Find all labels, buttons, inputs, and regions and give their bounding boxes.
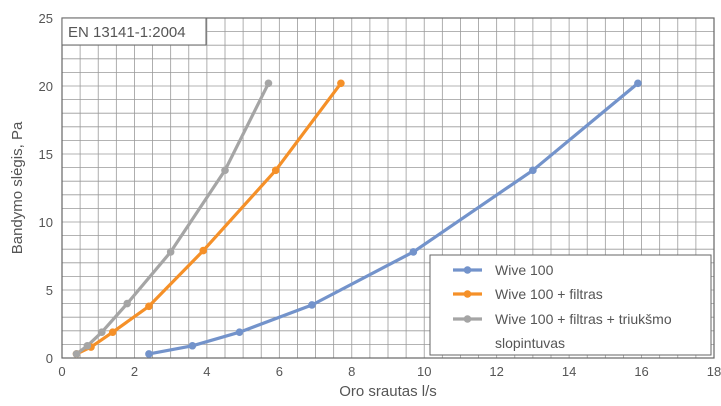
x-tick-label: 18 [707,364,721,379]
x-tick-label: 10 [417,364,431,379]
data-point [634,79,642,88]
data-point [199,246,208,255]
x-tick-label: 2 [131,364,138,379]
x-tick-label: 8 [348,364,355,379]
x-tick-label: 16 [634,364,648,379]
x-tick-label: 12 [489,364,503,379]
data-point [264,79,273,88]
legend-swatch-marker [463,290,472,298]
data-point [145,350,153,358]
data-point [123,299,131,308]
x-tick-label: 14 [562,364,576,379]
legend-swatch-marker [463,266,472,274]
legend-label: Wive 100 + filtras + triukšmo slopintuvas [495,311,672,351]
data-point [337,79,345,88]
y-tick-label: 0 [46,351,53,366]
data-point [529,166,537,175]
data-point [308,301,316,309]
data-point [221,166,229,175]
x-tick-label: 0 [58,364,65,379]
y-tick-label: 20 [39,79,53,94]
data-point [145,302,153,311]
data-point [271,166,280,175]
data-point [72,350,81,358]
data-point [409,248,418,256]
legend-swatch-marker [463,315,472,323]
annotation-box: EN 13141-1:2004 [61,17,207,46]
y-tick-label: 5 [46,283,53,298]
tick-labels: 0 2 4 6 8 10 12 14 16 18 0 5 10 15 20 25 [39,11,721,379]
y-axis-label: Bandymo slėgis, Pa [9,121,26,254]
x-axis-label: Oro srautas l/s [339,383,437,400]
y-tick-label: 15 [39,147,53,162]
x-tick-label: 4 [203,364,210,379]
plot-frame [61,17,715,359]
annotation-text: EN 13141-1:2004 [68,24,186,41]
series-points [72,79,642,358]
y-tick-label: 25 [39,11,53,26]
data-point [98,328,106,336]
legend: Wive 100 Wive 100 + filtras Wive 100 + fil… [429,254,712,356]
legend-label: Wive 100 + filtras [495,286,603,302]
data-point [166,248,175,256]
x-tick-label: 6 [276,364,283,379]
data-point [108,328,117,336]
legend-label: Wive 100 [495,262,554,278]
y-tick-label: 10 [39,215,53,230]
data-point [188,341,197,350]
data-point [235,328,244,336]
data-point [83,341,92,350]
